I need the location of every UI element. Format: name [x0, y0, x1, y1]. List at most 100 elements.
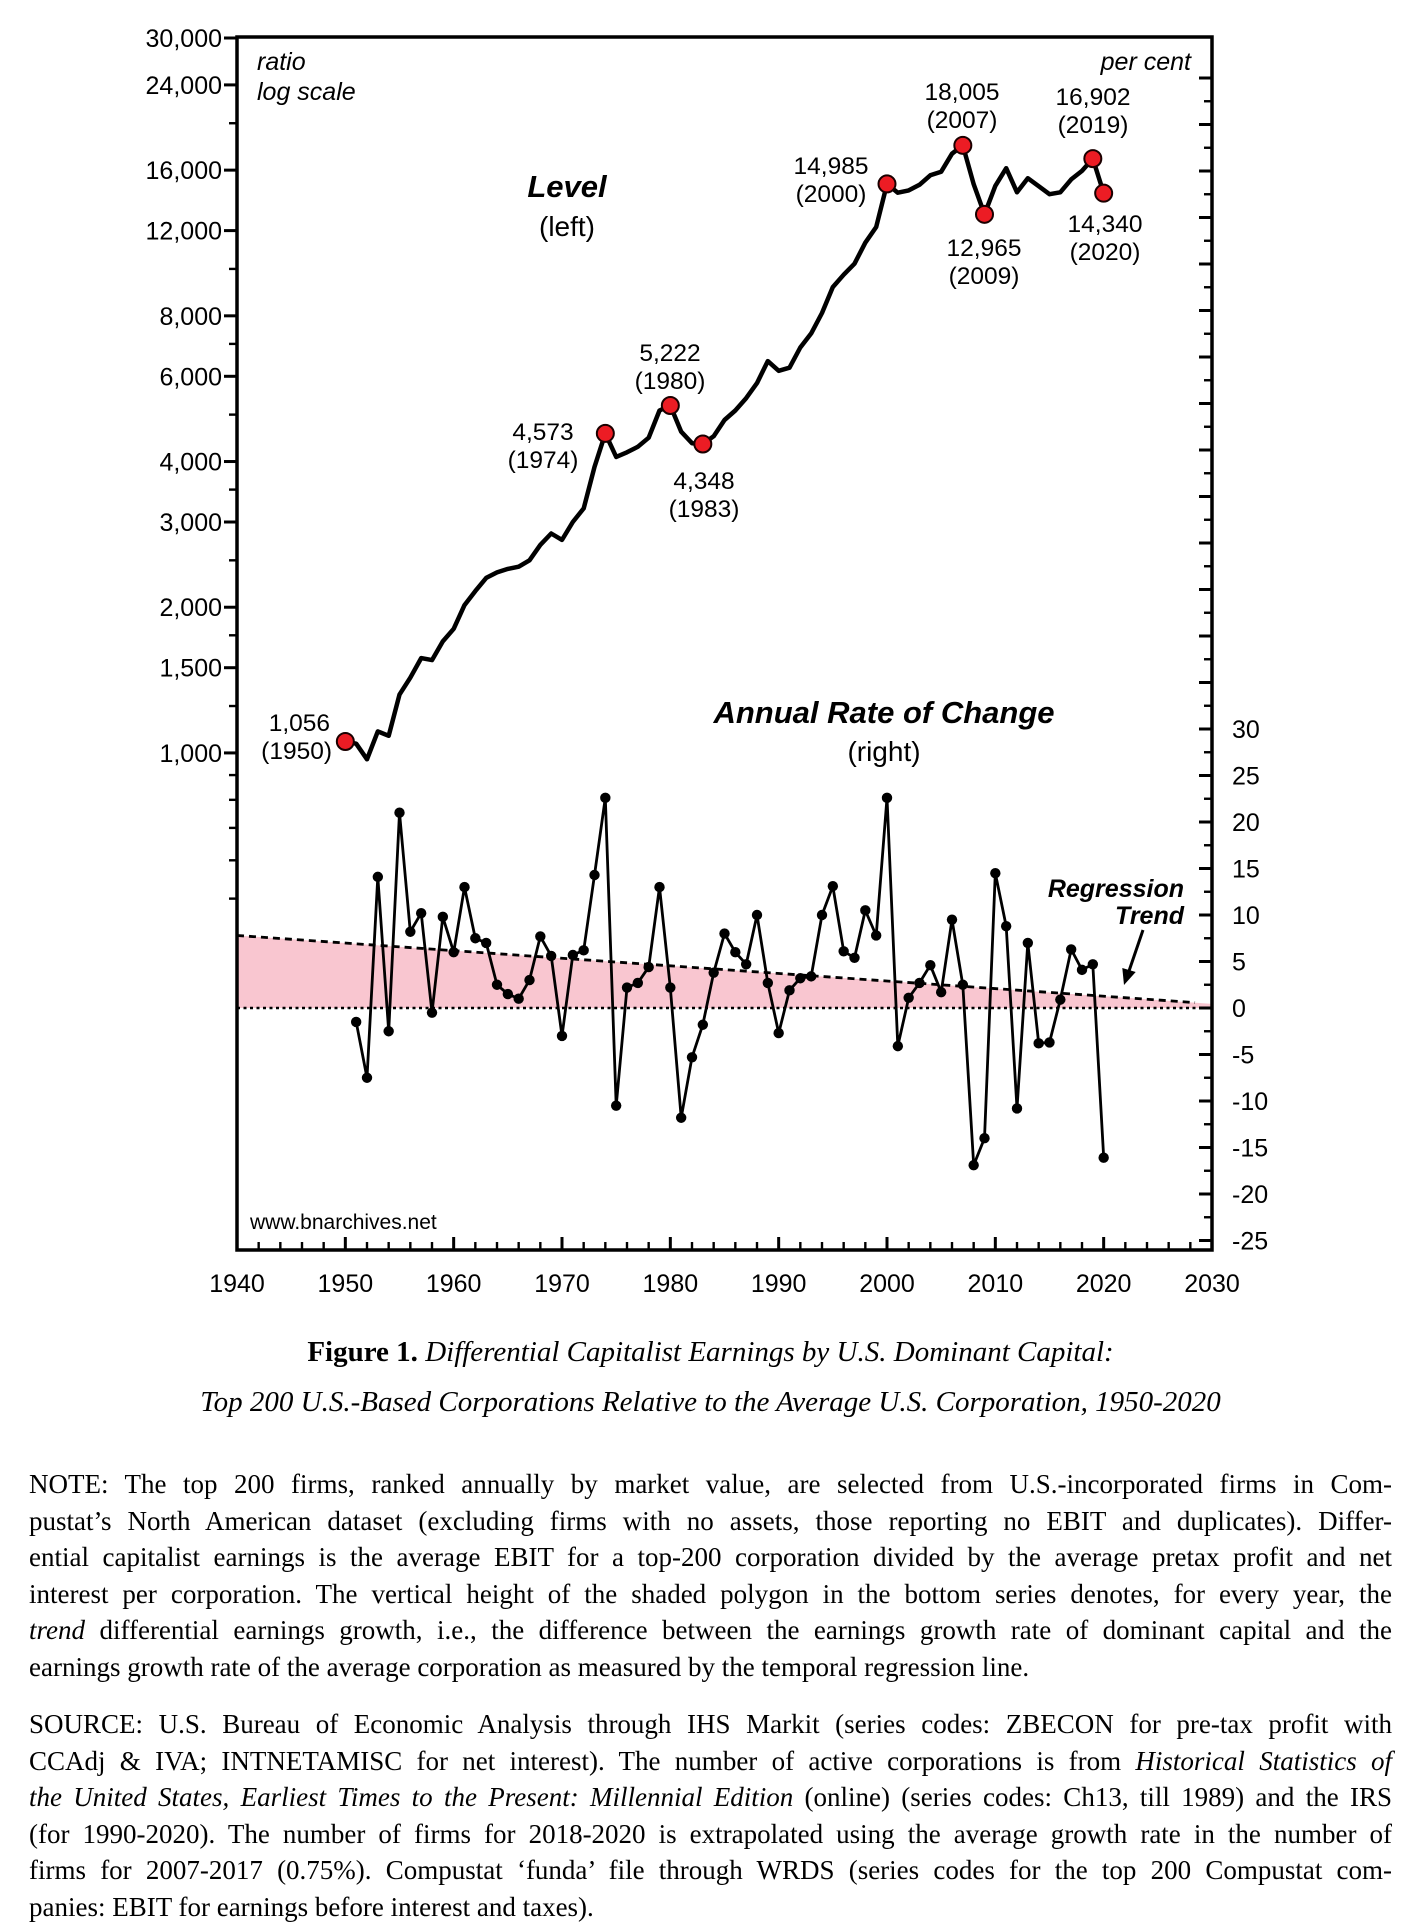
- annotation-value: 12,965: [947, 235, 1022, 262]
- roc-point: [426, 1007, 438, 1018]
- right-axis-tick-label: 15: [1232, 856, 1260, 884]
- right-axis-tick-label: 30: [1232, 716, 1260, 744]
- roc-point: [556, 1030, 568, 1042]
- x-axis-tick-label: 1990: [751, 1270, 807, 1298]
- right-axis-tick-label: -5: [1232, 1042, 1254, 1070]
- highlight-dot: [595, 423, 615, 443]
- roc-point: [870, 930, 882, 941]
- right-axis-tick-label: 0: [1232, 995, 1246, 1023]
- annotation-value: 16,902: [1056, 84, 1131, 111]
- left-axis-unit-label: ratio: [257, 48, 306, 76]
- roc-point: [925, 960, 936, 971]
- level-subtitle: (left): [539, 211, 595, 242]
- annotation-year: (1950): [261, 738, 332, 765]
- roc-point: [1076, 964, 1088, 976]
- x-axis-tick-label: 1940: [209, 1270, 265, 1298]
- roc-point: [1044, 1037, 1055, 1048]
- paragraph-line: NOTE: The top 200 firms, ranked annually…: [29, 1466, 1392, 1503]
- left-axis-tick-label: 4,000: [159, 449, 222, 477]
- text-run: firms for 2007-2017 (0.75%). Compustat ‘…: [29, 1855, 1392, 1886]
- right-axis-tick-label: 10: [1232, 902, 1260, 930]
- roc-point: [675, 1112, 687, 1123]
- roc-point: [459, 881, 470, 893]
- roc-point: [860, 905, 871, 916]
- annotation-value: 14,340: [1068, 211, 1143, 238]
- roc-point: [805, 971, 817, 982]
- roc-point: [1087, 959, 1099, 970]
- annotation-value: 5,222: [639, 340, 700, 367]
- right-axis-tick-label: -25: [1232, 1228, 1268, 1256]
- highlight-dot: [953, 135, 973, 155]
- level-title: Level: [527, 169, 608, 204]
- note-paragraph: NOTE: The top 200 firms, ranked annually…: [29, 1466, 1392, 1686]
- left-axis-tick-label: 1,500: [159, 655, 222, 683]
- left-axis-tick-label: 8,000: [159, 303, 222, 331]
- source-paragraph: SOURCE: U.S. Bureau of Economic Analysis…: [29, 1706, 1392, 1923]
- annotation-value: 14,985: [794, 153, 869, 180]
- right-axis-tick-label: 25: [1232, 763, 1260, 791]
- roc-point: [448, 947, 459, 958]
- x-axis-tick-label: 2020: [1076, 1270, 1132, 1298]
- roc-point: [643, 961, 654, 973]
- left-axis-tick-label: 6,000: [159, 363, 222, 391]
- roc-point: [405, 926, 416, 937]
- roc-point: [719, 928, 730, 939]
- roc-line: [354, 796, 1106, 1167]
- roc-point: [751, 909, 763, 921]
- roc-point: [762, 977, 774, 989]
- regression-trend-label: Trend: [1115, 902, 1185, 930]
- right-axis-tick-label: -10: [1232, 1088, 1268, 1116]
- plot-border: [235, 35, 1214, 1252]
- roc-point: [545, 950, 557, 962]
- annotation-year: (2009): [949, 263, 1020, 290]
- roc-point: [350, 1016, 362, 1028]
- roc-point: [849, 952, 860, 963]
- roc-point: [795, 973, 806, 984]
- roc-point: [1033, 1038, 1044, 1049]
- roc-point: [1065, 944, 1077, 955]
- roc-point: [686, 1052, 698, 1063]
- roc-point: [665, 982, 676, 993]
- roc-point: [437, 911, 449, 923]
- roc-point: [990, 867, 1001, 879]
- paragraph-line: interest per corporation. The vertical h…: [29, 1576, 1392, 1613]
- text-run: panies: EBIT for earnings before interes…: [29, 1891, 594, 1922]
- annotation-year: (1980): [635, 368, 706, 395]
- x-axis-tick-label: 1950: [318, 1270, 374, 1298]
- text-run: interest per corporation. The vertical h…: [29, 1578, 1392, 1609]
- roc-point: [394, 807, 405, 818]
- roc-point: [578, 945, 589, 956]
- roc-point: [708, 967, 719, 978]
- right-axis-tick-label: -15: [1232, 1135, 1268, 1163]
- trend-arrow-head: [1122, 968, 1136, 985]
- x-axis-tick-label: 2000: [859, 1270, 915, 1298]
- left-axis-tick-label: 30,000: [146, 25, 222, 53]
- roc-point: [361, 1072, 373, 1083]
- roc-point: [957, 979, 969, 990]
- roc-point: [632, 977, 644, 989]
- x-axis-tick-label: 1970: [534, 1270, 590, 1298]
- annotation-value: 18,005: [925, 79, 1000, 106]
- left-axis-tick-label: 3,000: [159, 509, 222, 537]
- paragraph-line: ential capitalist earnings is the averag…: [29, 1539, 1392, 1576]
- text-run: (for 1990-2020). The number of firms for…: [29, 1818, 1392, 1849]
- roc-point: [740, 959, 752, 970]
- paragraph-line: trend differential earnings growth, i.e.…: [29, 1612, 1392, 1649]
- paragraph-line: earnings growth rate of the average corp…: [29, 1649, 1392, 1686]
- left-axis-tick-label: 24,000: [146, 72, 222, 100]
- x-axis-tick-label: 1960: [426, 1270, 482, 1298]
- annotation-year: (2020): [1070, 239, 1141, 266]
- roc-point: [567, 949, 579, 961]
- roc-point: [892, 1040, 904, 1052]
- roc-point: [935, 986, 947, 998]
- roc-point: [415, 907, 427, 919]
- roc-point: [946, 914, 958, 925]
- highlight-dot: [335, 731, 355, 751]
- roc-point: [881, 792, 893, 804]
- roc-point: [524, 974, 535, 986]
- roc-point: [903, 992, 914, 1003]
- roc-point: [491, 979, 503, 990]
- text-run: ential capitalist earnings is the averag…: [29, 1542, 1392, 1573]
- paragraph-line: pustat’s North American dataset (excludi…: [29, 1503, 1392, 1540]
